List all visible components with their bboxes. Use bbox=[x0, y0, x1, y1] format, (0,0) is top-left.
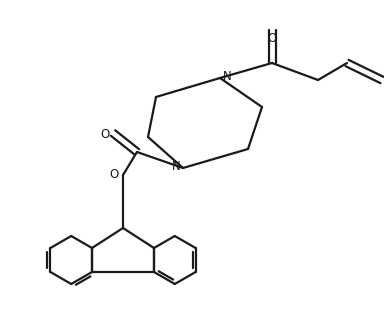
Text: N: N bbox=[223, 70, 232, 83]
Text: N: N bbox=[172, 159, 180, 172]
Text: O: O bbox=[267, 31, 276, 44]
Text: O: O bbox=[109, 168, 119, 181]
Text: O: O bbox=[100, 129, 109, 142]
